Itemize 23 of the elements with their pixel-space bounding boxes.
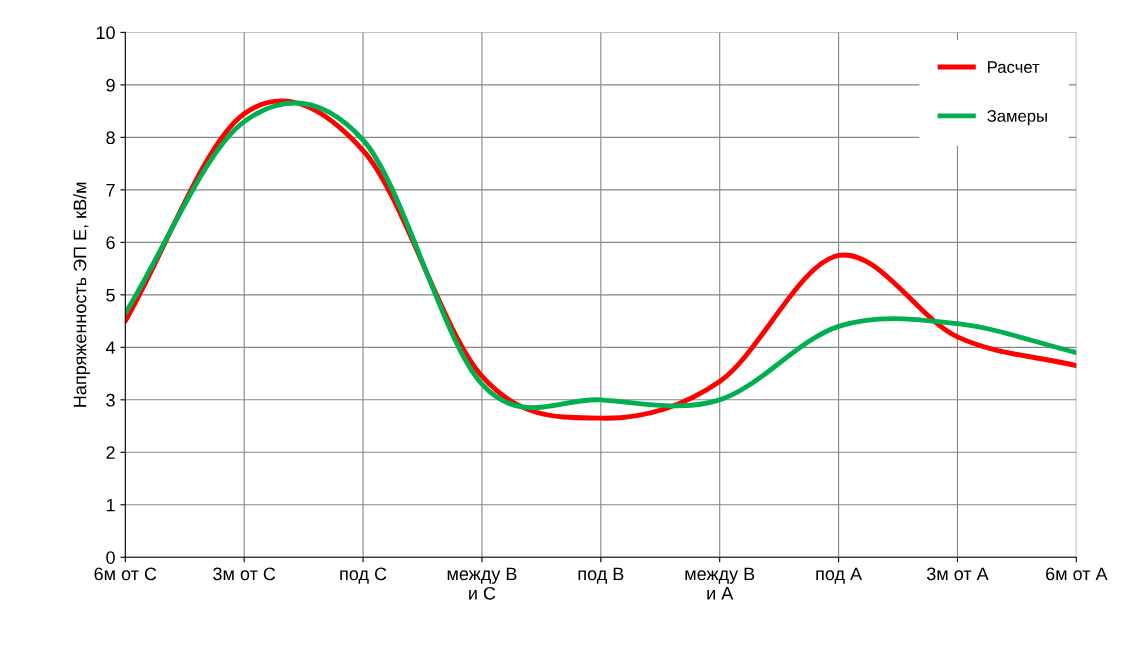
- y-tick-label: 5: [106, 288, 115, 302]
- y-tick-label: 3: [106, 393, 115, 407]
- y-tick-label: 9: [106, 78, 115, 92]
- x-tick-label: 3м от С: [213, 567, 276, 581]
- y-axis-title: Напряженность ЭП E, кВ/м: [73, 182, 90, 407]
- x-tick-label: между В и А: [685, 567, 755, 600]
- x-tick-label: под А: [816, 567, 863, 584]
- x-tick-label: 6м от С: [94, 567, 157, 581]
- x-tick-label: под С: [340, 567, 387, 584]
- y-tick-label: 7: [106, 183, 115, 197]
- y-tick-label: 8: [106, 131, 115, 145]
- x-tick-label: 6м от А: [1046, 567, 1108, 581]
- y-tick-label: 2: [106, 446, 115, 459]
- x-tick-label: между B и С: [447, 567, 517, 600]
- y-tick-label: 0: [106, 551, 115, 564]
- y-tick-label: 6: [106, 236, 115, 250]
- x-tick-label: под В: [578, 567, 624, 584]
- legend-label: Замеры: [987, 110, 1047, 126]
- y-tick-label: 4: [105, 341, 116, 354]
- y-tick-label: 10: [96, 26, 115, 40]
- y-tick-label: 1: [106, 498, 115, 512]
- x-tick-label: 3м от А: [926, 567, 989, 581]
- legend-label: Расчет: [988, 61, 1040, 73]
